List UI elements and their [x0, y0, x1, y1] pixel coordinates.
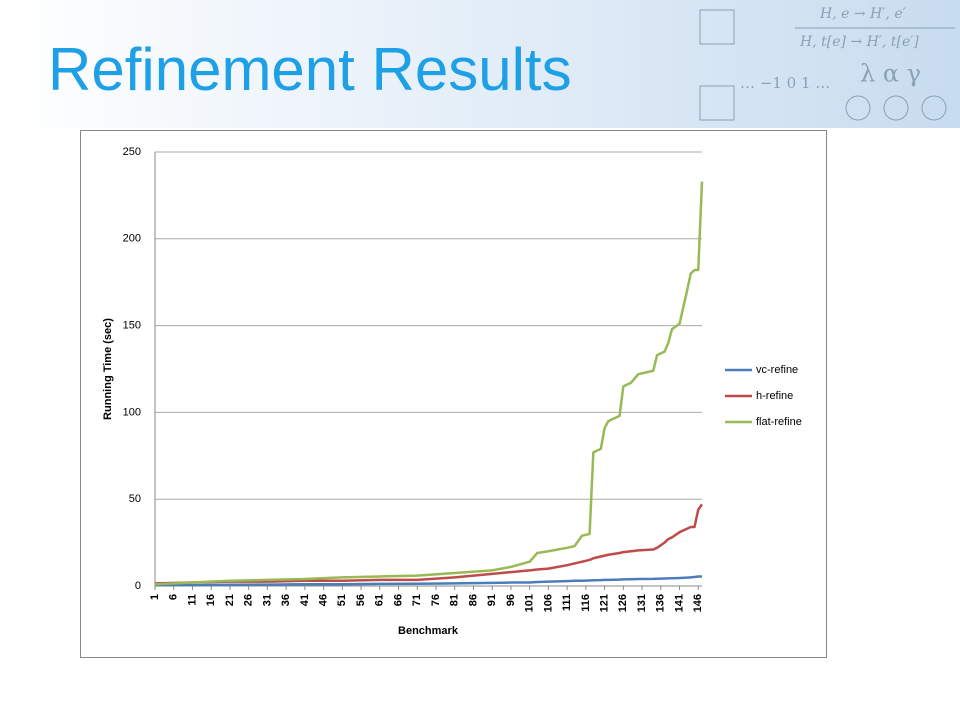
header-band — [0, 0, 960, 128]
x-tick-label: 111 — [561, 594, 573, 611]
x-tick-label: 1 — [149, 594, 161, 600]
decor-text: λ α γ — [860, 60, 921, 88]
decor-icon — [921, 95, 947, 121]
x-tick-label: 106 — [542, 594, 554, 612]
x-tick-label: 81 — [449, 594, 461, 606]
x-tick-label: 136 — [655, 594, 667, 612]
x-tick-label: 56 — [355, 594, 367, 606]
decor-icon — [699, 9, 735, 45]
decor-text: H, e → H′, e′ — [819, 6, 907, 22]
x-tick-label: 71 — [411, 594, 423, 606]
x-tick-label: 46 — [318, 594, 330, 606]
y-tick-label: 150 — [123, 320, 141, 332]
x-tick-label: 11 — [186, 594, 198, 606]
x-tick-label: 121 — [598, 594, 610, 612]
y-tick-label: 100 — [123, 406, 141, 418]
x-tick-label: 36 — [280, 594, 292, 606]
y-tick-label: 50 — [129, 493, 141, 505]
x-tick-label: 96 — [505, 594, 517, 606]
x-tick-label: 86 — [467, 594, 479, 606]
x-tick-label: 141 — [673, 594, 685, 612]
x-tick-label: 21 — [224, 594, 236, 606]
header-decor: H, e → H′, e′ H, t[e] → H′, t[e′] … −1 0… — [699, 6, 955, 121]
x-tick-label: 6 — [168, 594, 180, 600]
decor-icon — [845, 95, 871, 121]
legend-label: vc-refine — [756, 364, 798, 376]
y-tick-label: 200 — [123, 233, 141, 245]
series-line — [154, 503, 704, 585]
legend-label: h-refine — [756, 390, 793, 402]
x-tick-label: 16 — [205, 594, 217, 606]
x-tick-label: 101 — [524, 594, 536, 612]
decor-icon — [699, 85, 735, 121]
series-line — [155, 575, 702, 587]
decor-text: H, t[e] → H′, t[e′] — [799, 34, 919, 50]
x-tick-label: 41 — [299, 594, 311, 606]
x-tick-label: 61 — [374, 594, 386, 606]
y-tick-label: 250 — [123, 146, 141, 158]
y-tick-label: 0 — [135, 580, 141, 592]
y-axis-label: Running Time (sec) — [102, 318, 114, 420]
x-tick-label: 126 — [617, 594, 629, 612]
legend-label: flat-refine — [756, 416, 802, 428]
x-axis-label: Benchmark — [398, 625, 459, 637]
x-tick-label: 51 — [336, 594, 348, 606]
x-tick-label: 146 — [692, 594, 704, 612]
x-tick-label: 91 — [486, 594, 498, 606]
x-tick-label: 76 — [430, 594, 442, 606]
decor-text: … −1 0 1 … — [740, 74, 830, 92]
x-tick-label: 26 — [243, 594, 255, 606]
decor-icon — [883, 95, 909, 121]
x-tick-label: 116 — [580, 594, 592, 612]
x-tick-label: 131 — [636, 594, 648, 612]
slide-title: Refinement Results — [48, 36, 572, 103]
x-tick-label: 31 — [261, 594, 273, 606]
x-tick-label: 66 — [392, 594, 404, 606]
chart-frame — [80, 130, 827, 658]
series-line — [154, 181, 704, 586]
